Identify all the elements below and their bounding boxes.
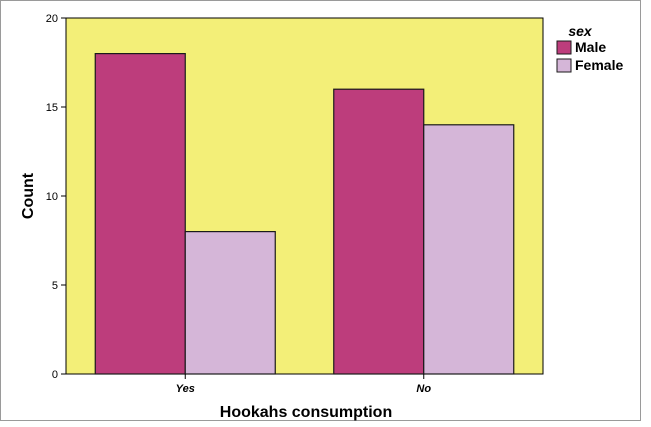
y-tick-label: 20 <box>46 13 58 25</box>
y-tick-label: 0 <box>52 369 58 381</box>
y-axis-title: Count <box>20 172 37 219</box>
y-tick-label: 5 <box>52 280 58 292</box>
bar-female-yes <box>184 231 276 375</box>
y-tick-label: 15 <box>46 102 58 114</box>
y-tick-label: 10 <box>46 191 58 203</box>
x-tick-label-yes: Yes <box>176 383 195 395</box>
bar-female-no <box>423 124 515 375</box>
x-axis-title: Hookahs consumption <box>220 404 392 421</box>
bar-male-no <box>333 88 425 375</box>
x-axis-ticks: Yes No <box>176 374 431 395</box>
bar-male-yes <box>94 52 186 375</box>
legend-swatch-male <box>556 40 572 55</box>
legend-label-female: Female <box>575 57 623 73</box>
legend-swatch-female <box>556 58 572 73</box>
legend-label-male: Male <box>575 39 606 55</box>
legend-title: sex <box>568 23 593 39</box>
bars <box>94 52 515 375</box>
y-axis-ticks: 0 5 10 15 20 <box>46 13 66 381</box>
legend: Male Female <box>556 39 623 73</box>
x-tick-label-no: No <box>416 383 431 395</box>
